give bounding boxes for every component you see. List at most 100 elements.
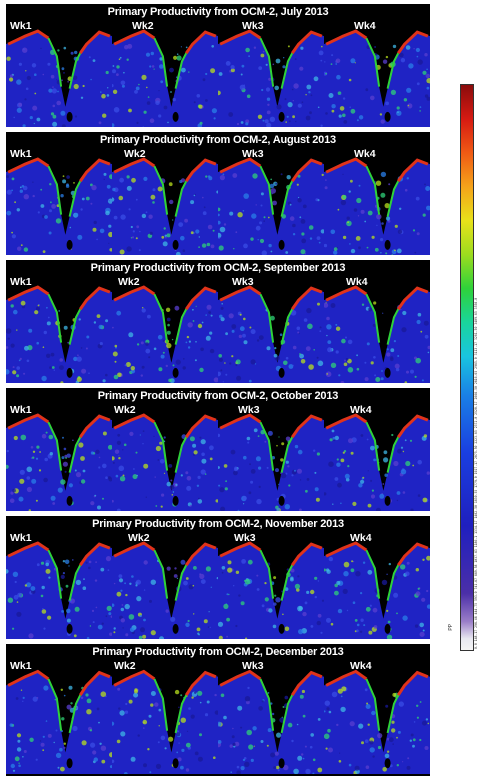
productivity-speckle (63, 72, 65, 74)
productivity-speckle (202, 196, 204, 199)
productivity-speckle (395, 367, 400, 372)
productivity-speckle (334, 435, 339, 441)
productivity-speckle (331, 429, 335, 433)
productivity-speckle (379, 113, 383, 116)
productivity-speckle (287, 465, 290, 468)
productivity-speckle (98, 121, 102, 125)
productivity-speckle (373, 356, 376, 359)
productivity-speckle (26, 476, 31, 480)
productivity-speckle (143, 589, 146, 591)
productivity-speckle (43, 627, 46, 630)
productivity-speckle (210, 68, 216, 74)
productivity-speckle (396, 499, 399, 502)
productivity-speckle (224, 362, 226, 364)
productivity-speckle (143, 618, 146, 622)
productivity-speckle (24, 98, 27, 101)
productivity-speckle (145, 348, 151, 354)
productivity-speckle (86, 335, 90, 339)
productivity-speckle (176, 751, 179, 754)
productivity-speckle (313, 76, 319, 82)
productivity-speckle (406, 87, 412, 93)
panel-title: Primary Productivity from OCM-2, Novembe… (92, 518, 344, 530)
productivity-speckle (333, 247, 338, 251)
productivity-speckle (230, 65, 235, 70)
productivity-speckle (196, 484, 200, 487)
map-wk2 (112, 29, 218, 127)
productivity-speckle (85, 693, 89, 697)
productivity-speckle (23, 372, 26, 375)
productivity-speckle (327, 347, 333, 353)
productivity-speckle (235, 570, 240, 574)
productivity-speckle (113, 627, 116, 630)
productivity-speckle (6, 346, 9, 349)
productivity-speckle (385, 252, 388, 255)
productivity-speckle (238, 334, 243, 339)
productivity-speckle (288, 484, 291, 487)
productivity-speckle (116, 310, 122, 316)
island-landmass (172, 623, 179, 634)
productivity-speckle (176, 55, 182, 61)
productivity-speckle (230, 771, 232, 773)
productivity-speckle (150, 194, 156, 200)
coastal-mid-band (259, 293, 294, 345)
productivity-speckle (220, 506, 226, 511)
productivity-speckle (251, 213, 257, 219)
productivity-speckle (317, 718, 321, 721)
productivity-speckle (132, 474, 138, 480)
productivity-speckle (36, 697, 39, 699)
productivity-speckle (29, 737, 34, 742)
productivity-speckle (60, 688, 63, 691)
productivity-speckle (53, 741, 55, 744)
productivity-speckle (293, 768, 299, 774)
productivity-speckle (230, 449, 236, 455)
island-landmass (66, 111, 73, 122)
productivity-speckle (50, 112, 55, 116)
productivity-speckle (100, 691, 107, 697)
productivity-speckle (32, 105, 38, 111)
week-label: Wk1 (10, 660, 32, 672)
productivity-speckle (161, 235, 165, 239)
productivity-speckle (72, 75, 78, 81)
productivity-speckle (245, 47, 250, 53)
productivity-speckle (391, 720, 395, 724)
productivity-speckle (317, 767, 323, 773)
productivity-speckle (118, 195, 124, 201)
productivity-speckle (40, 594, 44, 598)
productivity-speckle (99, 742, 102, 745)
productivity-speckle (312, 758, 316, 762)
productivity-speckle (218, 740, 222, 744)
productivity-speckle (158, 114, 162, 118)
productivity-speckle (25, 87, 29, 91)
coastal-mid-band (259, 678, 294, 734)
colorbar-tick-labels: 0.0 148.17 296.48 444.75 593.0 741.67 88… (474, 297, 478, 649)
productivity-speckle (68, 565, 70, 567)
productivity-speckle (297, 468, 302, 474)
productivity-speckle (277, 769, 280, 772)
productivity-speckle (290, 568, 295, 573)
productivity-speckle (243, 193, 249, 199)
productivity-speckle (342, 173, 344, 175)
productivity-speckle (224, 487, 228, 491)
productivity-speckle (28, 328, 33, 333)
productivity-speckle (62, 436, 64, 439)
productivity-speckle (197, 632, 200, 635)
productivity-speckle (65, 584, 69, 588)
productivity-speckle (128, 332, 134, 338)
productivity-speckle (18, 102, 23, 107)
productivity-speckle (374, 46, 377, 48)
productivity-speckle (226, 635, 228, 638)
productivity-speckle (396, 491, 401, 495)
productivity-speckle (218, 213, 220, 217)
productivity-speckle (167, 323, 170, 327)
productivity-speckle (19, 189, 23, 193)
productivity-speckle (326, 569, 331, 574)
productivity-speckle (373, 458, 376, 462)
productivity-speckle (199, 573, 202, 576)
productivity-speckle (361, 303, 365, 306)
map-wk4 (324, 285, 430, 383)
island-landmass (66, 367, 73, 378)
productivity-speckle (396, 736, 398, 739)
productivity-speckle (159, 459, 165, 464)
productivity-speckle (266, 346, 271, 351)
productivity-speckle (296, 723, 299, 726)
